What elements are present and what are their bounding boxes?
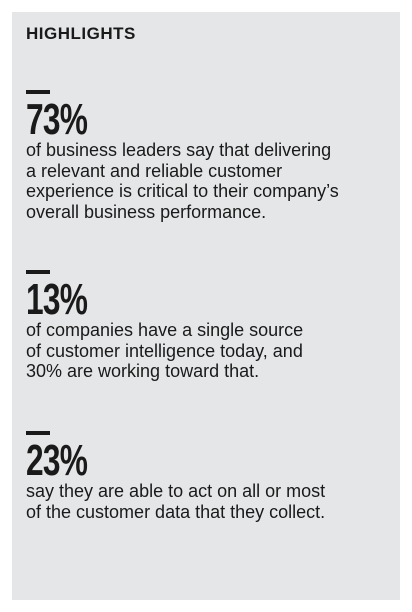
stat-row: 73% [26,94,339,144]
dash-rule [26,431,50,435]
highlight-item: 73% of business leaders say that deliveri… [26,90,339,222]
panel-title: HIGHLIGHTS [26,24,136,43]
description-line: of customer intelligence today, and [26,340,303,361]
description-line: of companies have a single source [26,320,304,340]
dash-rule [26,90,50,94]
stat-figure: 13% [26,275,88,324]
description-line: say they are able to act on all or most [26,481,326,501]
stat-figure: 73% [26,95,88,144]
description-line: overall business performance. [26,201,267,222]
highlights-panel: HIGHLIGHTS 73% of business leaders say th… [12,12,400,600]
highlight-item: 23% say they are able to act on all or mo… [26,431,325,522]
description-line: of the customer data that they collect. [26,501,326,522]
dash-rule [26,270,50,274]
description-line: experience is critical to their company’… [26,181,339,201]
stat-figure: 23% [26,436,88,485]
stat-row: 23% [26,435,325,485]
stat-row: 13% [26,274,303,324]
description-line: a relevant and reliable customer [26,160,283,181]
description-line: 30% are working toward that. [26,361,260,381]
description-line: of business leaders say that delivering [26,140,332,160]
highlight-item: 13% of companies have a single source of c… [26,270,303,382]
